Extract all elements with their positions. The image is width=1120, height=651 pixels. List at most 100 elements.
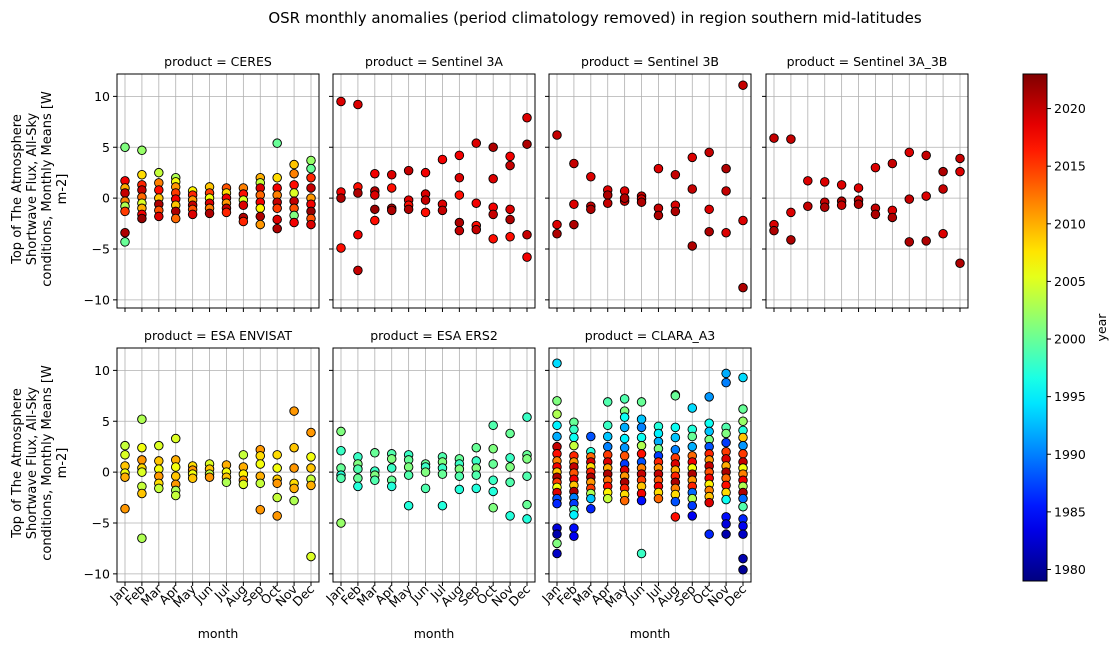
data-point [870,162,881,173]
data-point [154,167,164,178]
data-point [738,493,748,504]
data-point [306,183,316,193]
data-point [704,204,714,215]
data-point [505,214,515,225]
data-point [272,450,282,460]
series-points [120,138,316,247]
data-point [336,446,346,456]
data-point [336,96,346,107]
data-point [586,172,596,182]
y-tick-label: −10 [84,566,110,581]
data-point [619,495,630,506]
data-point [336,426,346,437]
data-point [853,199,864,209]
data-point [353,188,363,198]
data-point [336,193,346,203]
data-point [636,548,647,559]
ylabel-line-1: Top of The Atmosphere [10,114,25,265]
data-point [471,483,482,494]
data-point [403,470,414,480]
data-point [170,471,181,481]
data-point [137,455,147,465]
colorbar-tick-label: 2015 [1054,159,1086,174]
data-point [488,486,498,497]
x-axis-label: month [414,626,455,641]
data-point [586,503,596,514]
data-point [336,243,346,253]
data-point [670,432,681,443]
data-point [704,226,714,237]
data-point [437,154,448,165]
data-point [522,229,532,240]
facet-panels: product = CERES −10 −5 0 5 10 product = Sentin… [84,54,969,641]
data-point [602,493,613,504]
colorbar-label: year [1094,313,1109,342]
data-point [552,228,562,239]
series-points [552,80,748,293]
data-point [221,477,232,488]
x-axis-label: month [630,626,671,641]
data-point [289,180,299,190]
data-point [870,209,881,220]
data-point [306,463,316,473]
data-point [704,392,714,402]
colorbar-gradient [1022,73,1048,582]
data-point [687,241,698,251]
data-point [306,219,316,230]
panel-title: product = CLARA_A3 [585,328,716,343]
data-point [569,158,579,169]
data-point [738,440,748,451]
data-point [505,160,515,171]
data-point [687,500,698,511]
ylabel-line-4: m-2] [55,174,70,205]
axes-frame [765,73,969,309]
data-point [653,493,664,504]
data-point [238,216,249,227]
data-point [420,207,431,218]
colorbar-tick-label: 2010 [1054,216,1086,231]
data-point [738,404,748,414]
panel-title: product = ESA ENVISAT [144,328,292,343]
data-point [488,234,498,244]
y-tick-label: −5 [92,515,110,530]
data-point [454,225,465,236]
data-point [687,403,698,413]
data-point [488,459,498,469]
data-point [289,168,299,179]
data-point [272,492,282,503]
data-point [636,432,647,443]
data-point [569,424,579,435]
data-point [704,497,714,508]
data-point [403,500,414,511]
series-points [336,96,532,276]
data-point [602,190,613,200]
data-point [904,147,915,158]
data-point [552,358,562,369]
data-point [721,186,731,196]
data-point [154,440,164,451]
data-point [619,422,630,433]
data-point [306,155,316,166]
data-point [420,195,431,205]
data-point [353,481,363,492]
data-point [353,265,363,276]
data-point [619,412,630,422]
data-point [704,529,714,539]
data-point [938,228,948,239]
data-point [687,511,698,521]
data-point [721,529,731,539]
data-point [887,212,898,223]
data-point [670,512,681,522]
data-point [170,213,181,224]
data-point [306,163,316,174]
grid [333,74,535,308]
grid [333,348,535,582]
data-point [255,478,266,489]
data-point [786,207,796,218]
data-point [938,166,948,177]
data-point [272,173,282,183]
data-point [488,475,498,486]
data-point [289,406,299,416]
data-point [704,426,714,437]
series-points [552,358,748,575]
